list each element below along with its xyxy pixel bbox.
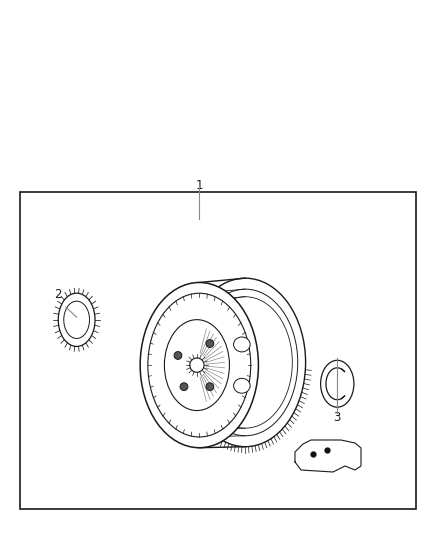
Text: 2: 2 bbox=[54, 288, 62, 301]
Ellipse shape bbox=[58, 293, 95, 346]
Bar bbox=[20, 192, 416, 509]
Ellipse shape bbox=[185, 278, 306, 447]
Text: 3: 3 bbox=[334, 411, 341, 424]
Ellipse shape bbox=[198, 297, 292, 428]
Ellipse shape bbox=[193, 289, 298, 436]
Ellipse shape bbox=[233, 337, 250, 352]
Ellipse shape bbox=[148, 293, 251, 437]
Ellipse shape bbox=[233, 378, 250, 393]
Text: 1: 1 bbox=[195, 179, 203, 191]
Ellipse shape bbox=[321, 360, 354, 407]
Ellipse shape bbox=[164, 320, 230, 410]
Ellipse shape bbox=[64, 301, 89, 338]
Circle shape bbox=[180, 383, 188, 391]
Circle shape bbox=[206, 383, 214, 391]
Ellipse shape bbox=[140, 282, 258, 448]
Circle shape bbox=[206, 340, 214, 348]
Circle shape bbox=[190, 358, 204, 372]
Circle shape bbox=[174, 352, 182, 359]
